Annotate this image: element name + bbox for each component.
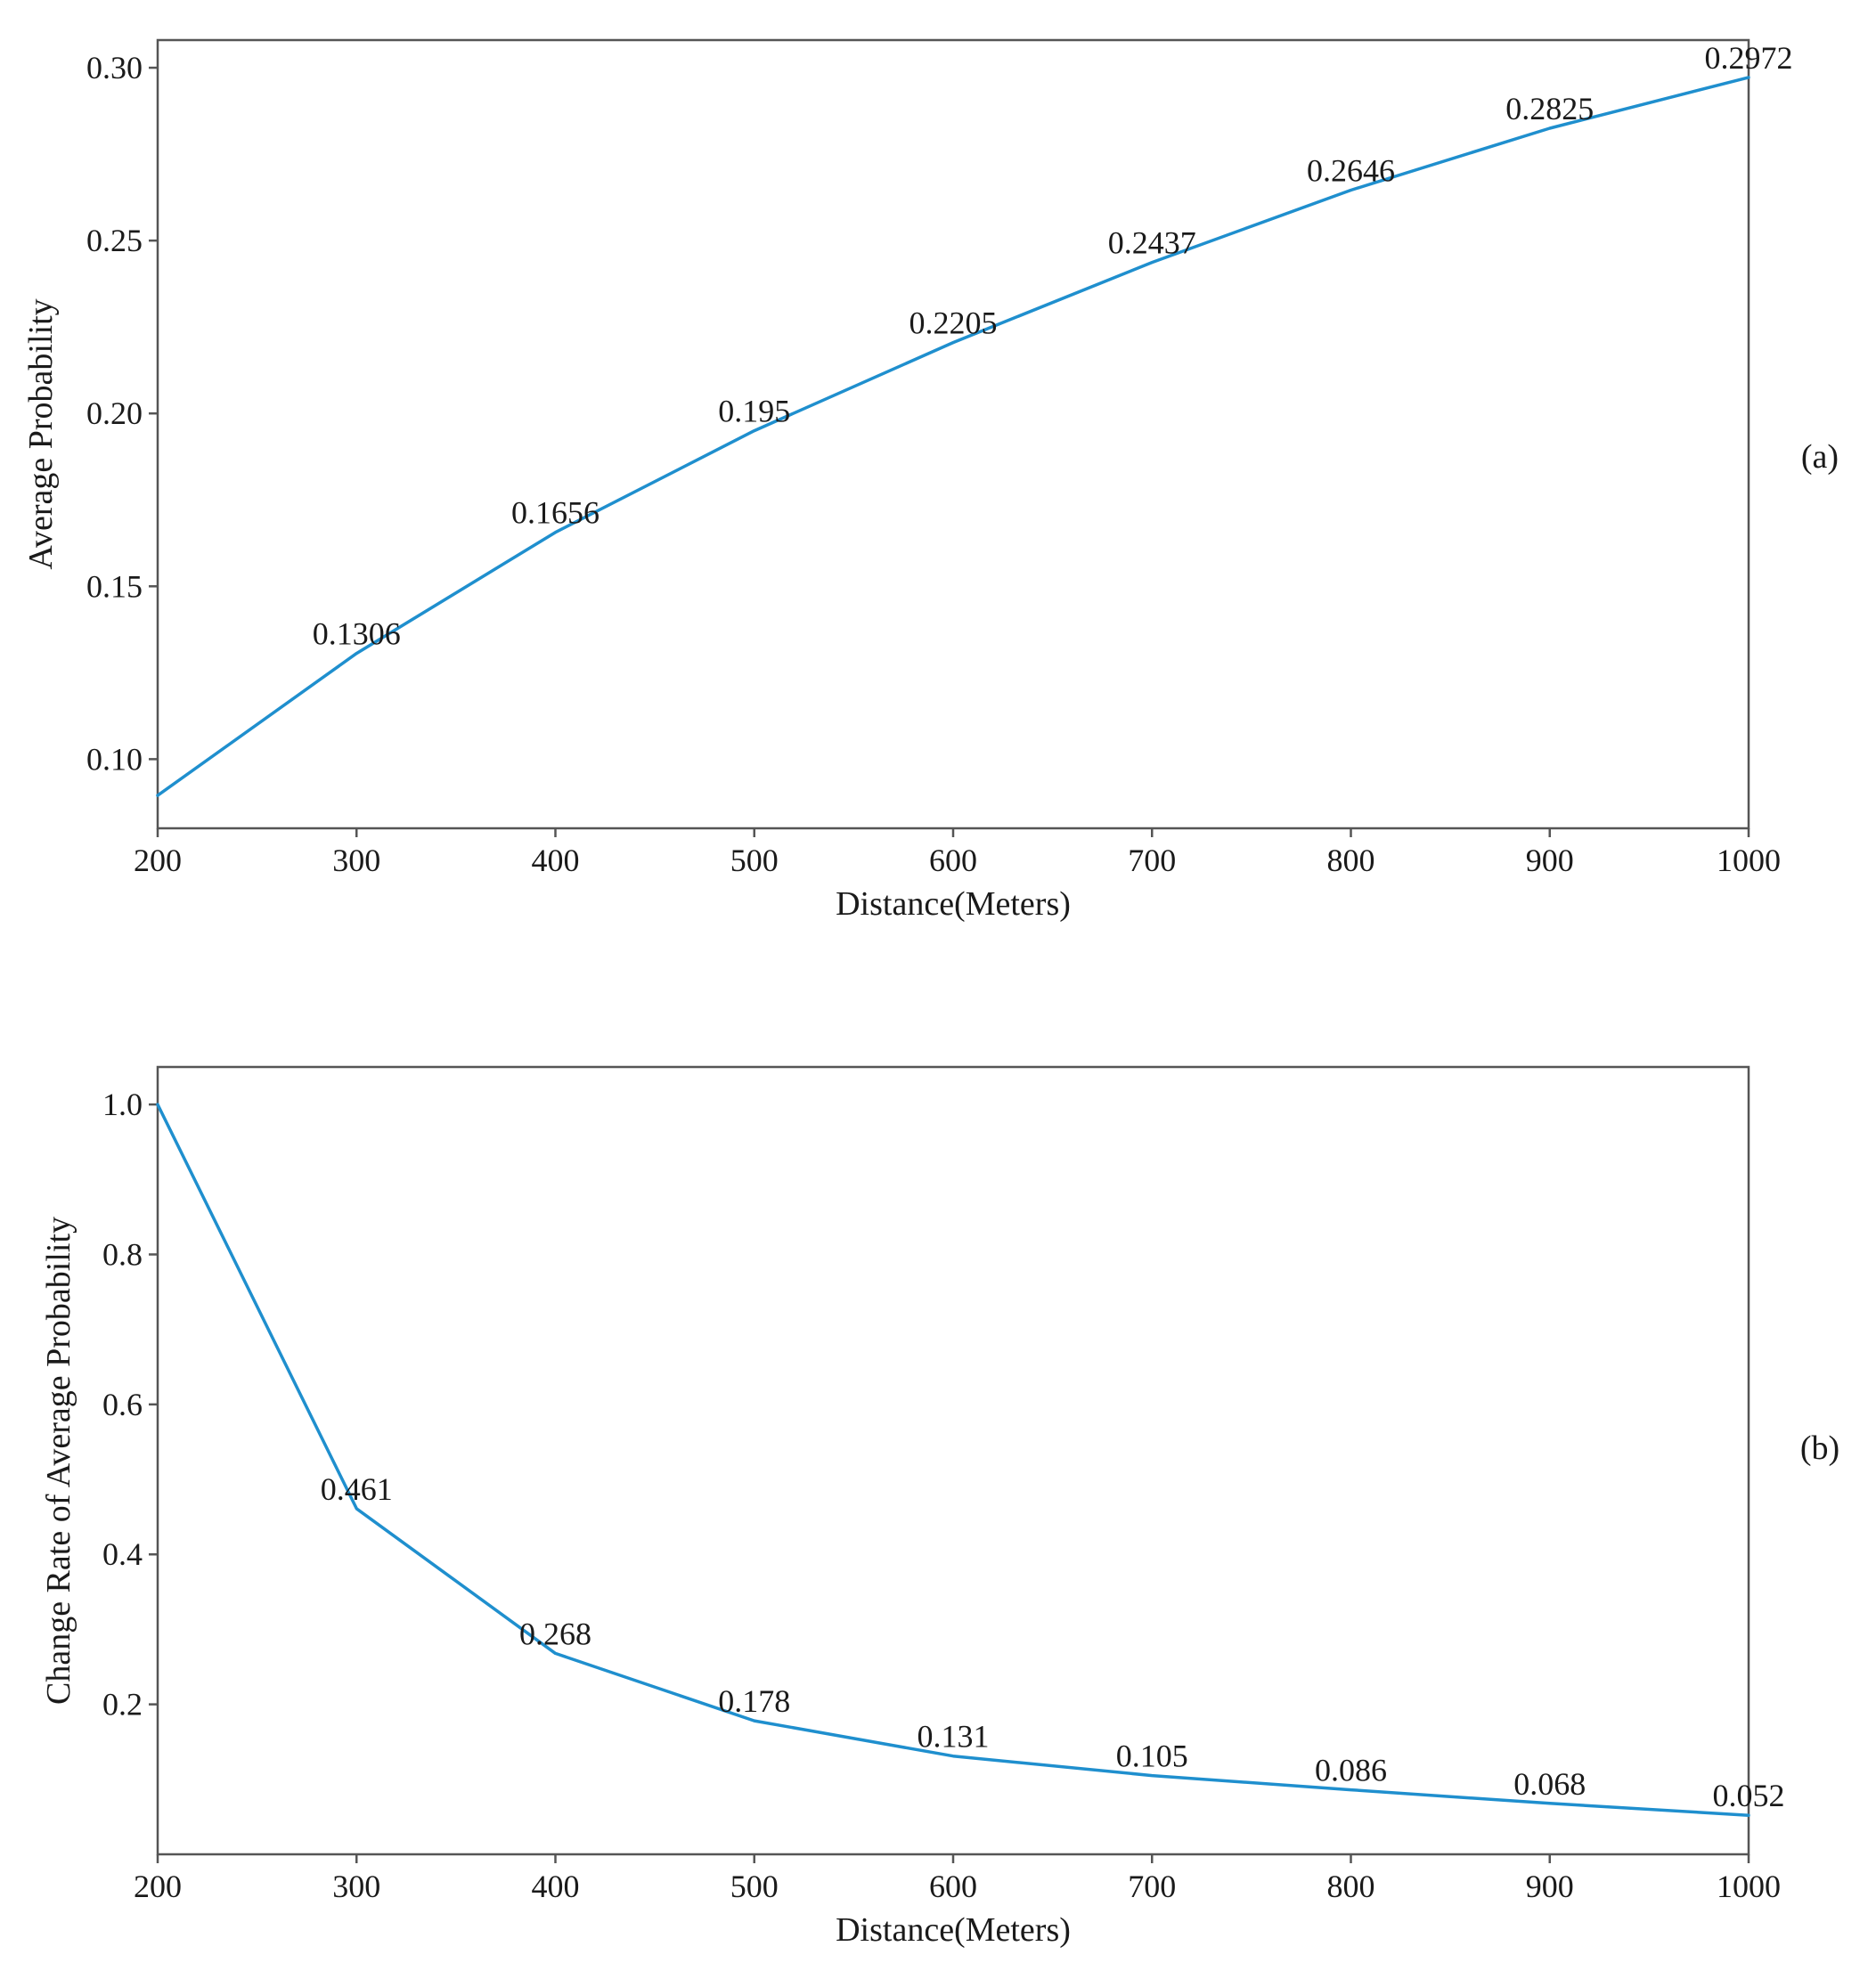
- data-label: 0.2646: [1307, 152, 1395, 188]
- x-tick-label: 800: [1327, 1869, 1375, 1904]
- data-point: [1747, 76, 1750, 79]
- x-tick-label: 400: [532, 1869, 580, 1904]
- data-label: 0.1306: [313, 616, 401, 652]
- data-label: 0.1656: [511, 495, 600, 531]
- data-point: [554, 1651, 558, 1655]
- y-axis-label: Change Rate of Average Probability: [40, 1217, 77, 1705]
- x-tick-label: 300: [332, 843, 380, 878]
- data-label: 0.2437: [1108, 225, 1196, 261]
- data-label: 0.086: [1315, 1753, 1387, 1788]
- data-label: 0.195: [718, 394, 790, 429]
- data-label: 0.2825: [1505, 91, 1594, 126]
- y-tick-label: 0.6: [102, 1387, 143, 1422]
- x-tick-label: 1000: [1717, 1869, 1781, 1904]
- data-point: [1350, 188, 1353, 191]
- data-point: [554, 531, 558, 534]
- x-tick-label: 800: [1327, 843, 1375, 878]
- data-point: [156, 794, 159, 797]
- data-label: 0.461: [321, 1471, 393, 1507]
- series-line: [156, 1103, 1750, 1817]
- y-tick-label: 0.30: [86, 50, 143, 86]
- x-tick-label: 200: [134, 843, 182, 878]
- x-tick-label: 700: [1128, 1869, 1176, 1904]
- x-tick-label: 700: [1128, 843, 1176, 878]
- y-tick-label: 0.10: [86, 741, 143, 777]
- y-tick-label: 0.20: [86, 395, 143, 431]
- y-tick-label: 0.4: [102, 1536, 143, 1572]
- chart-panel-b: 200 300 400 500 600 700 800 900 1000 0.2 0.4 0.6 0.8…: [40, 1065, 1839, 1949]
- x-tick-label: 900: [1526, 843, 1574, 878]
- data-label: 0.052: [1713, 1778, 1785, 1813]
- y-tick-label: 0.8: [102, 1236, 143, 1272]
- data-label: 0.178: [718, 1683, 790, 1719]
- data-label: 0.105: [1116, 1739, 1188, 1774]
- y-tick-label: 1.0: [102, 1087, 143, 1122]
- x-tick-label: 300: [332, 1869, 380, 1904]
- data-point: [355, 652, 358, 656]
- x-tick-label: 400: [532, 843, 580, 878]
- data-point: [355, 1507, 358, 1511]
- chart-panel-a: 200 300 400 500 600 700 800 900 1000 0.10 0.15 0.20…: [22, 38, 1839, 923]
- data-point: [951, 341, 955, 345]
- data-label: 0.131: [918, 1719, 990, 1755]
- data-point: [1548, 126, 1552, 130]
- data-point: [1747, 1813, 1750, 1817]
- y-tick-label: 0.2: [102, 1687, 143, 1722]
- x-tick-label: 1000: [1717, 843, 1781, 878]
- x-axis-label: Distance(Meters): [836, 1911, 1071, 1949]
- data-point: [1150, 261, 1154, 265]
- plot-frame: [156, 38, 1750, 830]
- x-tick-label: 600: [929, 1869, 977, 1904]
- panel-tag: (a): [1801, 438, 1839, 476]
- data-point: [1548, 1802, 1552, 1805]
- data-label: 0.268: [519, 1616, 591, 1651]
- x-tick-label: 500: [730, 1869, 779, 1904]
- x-axis-label: Distance(Meters): [836, 885, 1071, 923]
- x-tick-label: 600: [929, 843, 977, 878]
- y-tick-label: 0.15: [86, 568, 143, 604]
- data-point: [951, 1755, 955, 1758]
- data-point: [1350, 1788, 1353, 1792]
- data-label: 0.068: [1513, 1766, 1586, 1802]
- x-tick-label: 500: [730, 843, 779, 878]
- y-tick-label: 0.25: [86, 223, 143, 258]
- data-point: [753, 429, 756, 433]
- x-tick-label: 900: [1526, 1869, 1574, 1904]
- series-line: [156, 76, 1750, 797]
- data-point: [753, 1719, 756, 1722]
- y-axis-label: Average Probability: [22, 298, 60, 569]
- data-label: 0.2972: [1705, 40, 1793, 76]
- panel-tag: (b): [1800, 1429, 1839, 1467]
- x-tick-label: 200: [134, 1869, 182, 1904]
- data-point: [156, 1103, 159, 1106]
- data-point: [1150, 1774, 1154, 1778]
- data-label: 0.2205: [909, 305, 998, 341]
